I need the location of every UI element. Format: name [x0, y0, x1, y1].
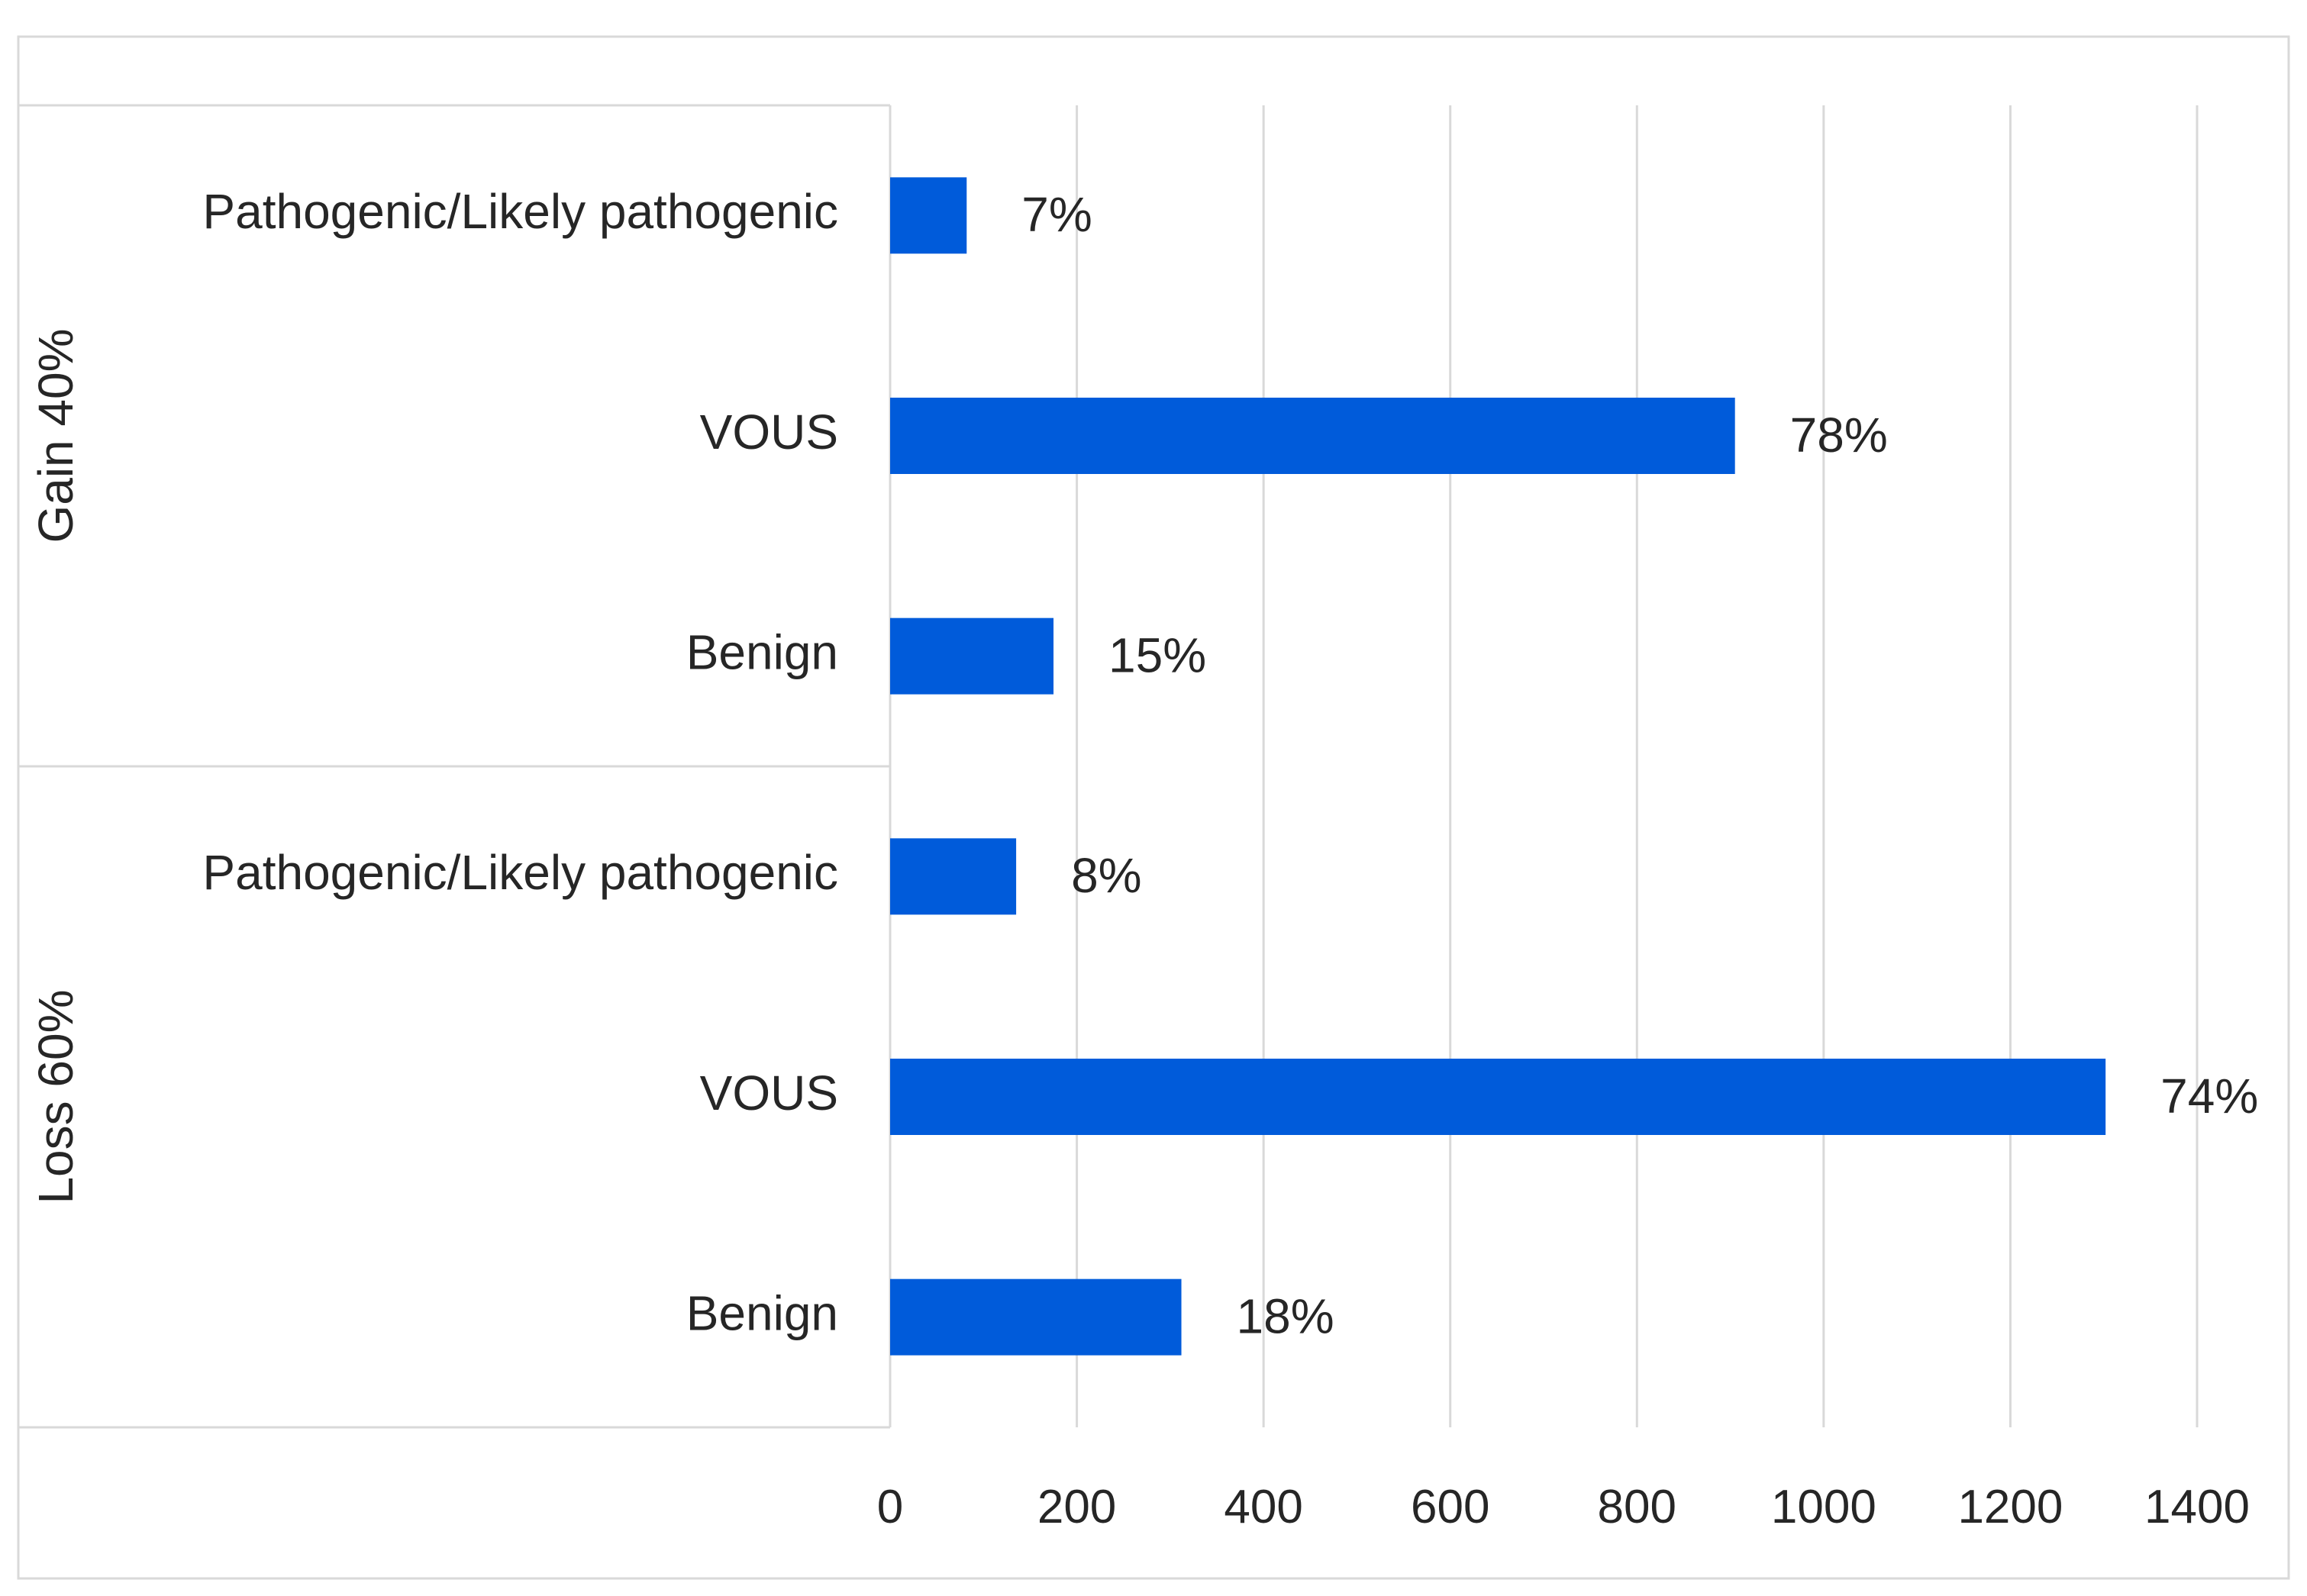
category-label: VOUS — [700, 405, 838, 459]
x-tick-label: 400 — [1224, 1481, 1302, 1533]
bar — [890, 398, 1735, 474]
bar — [890, 617, 1053, 695]
category-label: Pathogenic/Likely pathogenic — [202, 184, 838, 239]
category-axis-frame — [18, 104, 892, 1429]
category-label: Benign — [686, 1286, 838, 1341]
x-tick-label: 1000 — [1771, 1481, 1876, 1533]
category-label: VOUS — [700, 1066, 838, 1120]
data-label: 7% — [1021, 187, 1092, 242]
gridlines — [1076, 105, 2199, 1427]
group-label: Loss 60% — [28, 989, 83, 1204]
category-label: Benign — [686, 625, 838, 680]
data-label: 18% — [1237, 1289, 1334, 1344]
bar — [890, 1278, 1182, 1356]
category-label: Pathogenic/Likely pathogenic — [202, 845, 838, 900]
x-tick-label: 1200 — [1957, 1481, 2063, 1533]
x-tick-label: 600 — [1411, 1481, 1489, 1533]
x-tick-label: 1400 — [2144, 1481, 2250, 1533]
labels: 0 200 400 600 800 1000 1200 1400 Gain 40% Pathoge… — [28, 184, 2258, 1533]
group-label: Gain 40% — [28, 328, 83, 543]
data-label: 74% — [2160, 1069, 2258, 1124]
x-tick-label: 0 — [877, 1481, 903, 1533]
data-label: 15% — [1108, 628, 1206, 683]
data-label: 8% — [1071, 848, 1142, 903]
bar — [890, 838, 1017, 915]
bars — [890, 177, 2106, 1356]
x-tick-label: 200 — [1037, 1481, 1116, 1533]
data-label: 78% — [1790, 408, 1888, 463]
x-tick-label: 800 — [1598, 1481, 1676, 1533]
bar — [890, 1059, 2106, 1135]
bar — [890, 177, 967, 254]
